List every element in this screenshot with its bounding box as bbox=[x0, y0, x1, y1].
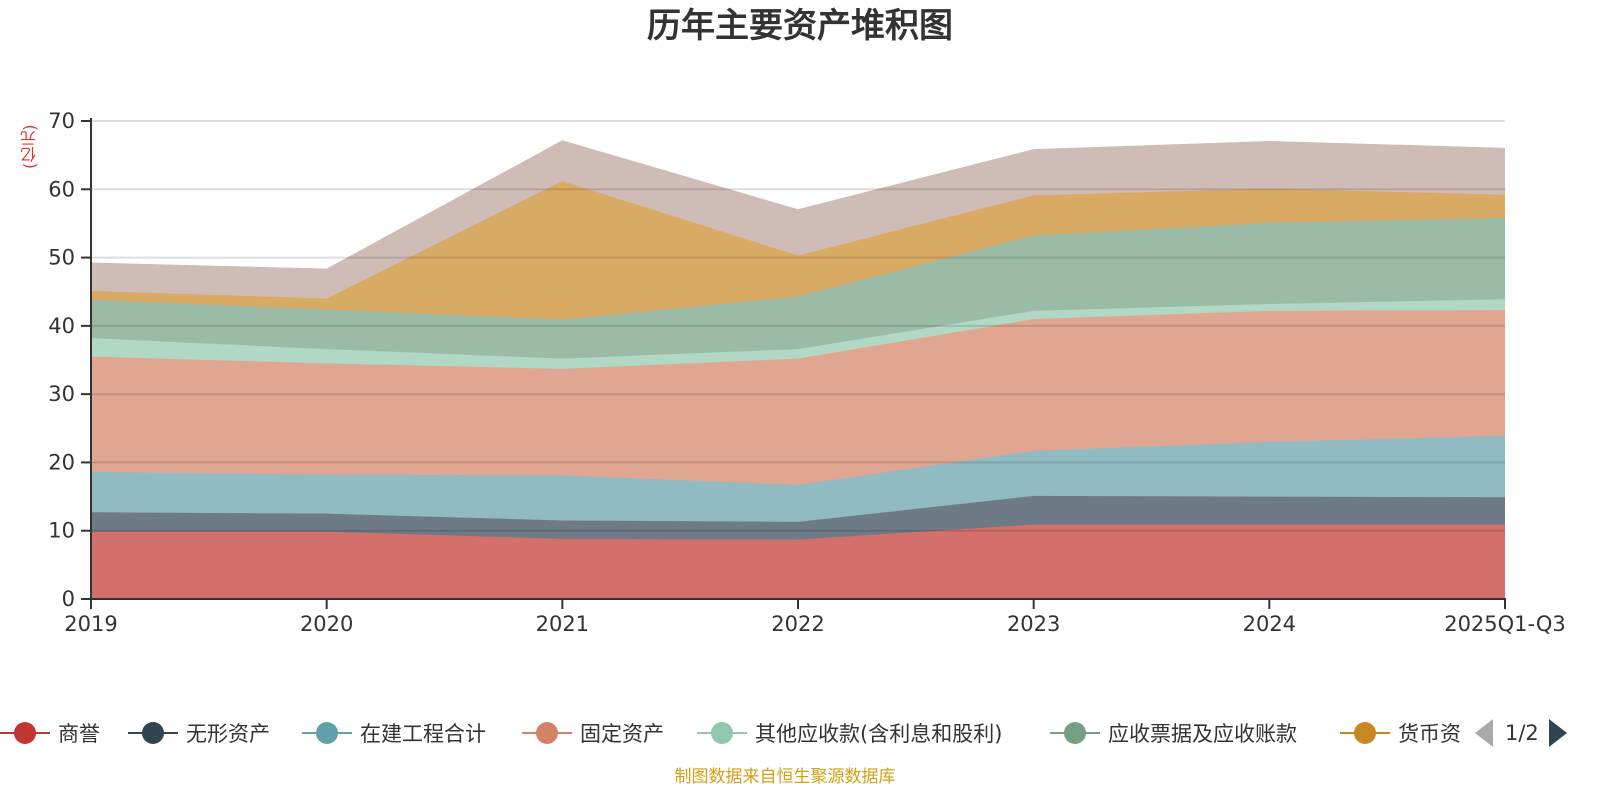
legend-item[interactable]: 其他应收款(含利息和股利) bbox=[697, 715, 1002, 751]
legend-label: 固定资产 bbox=[580, 722, 664, 746]
y-tick-label: 20 bbox=[48, 450, 75, 474]
x-tick-label: 2025Q1-Q3 bbox=[1444, 612, 1566, 636]
legend-item[interactable]: 在建工程合计 bbox=[302, 715, 486, 751]
area-series-0 bbox=[91, 524, 1505, 599]
y-tick-label: 50 bbox=[48, 246, 75, 270]
y-tick-label: 60 bbox=[48, 177, 75, 201]
legend-page-indicator: 1/2 bbox=[1505, 721, 1539, 745]
x-tick-label: 2022 bbox=[771, 612, 824, 636]
area-line-series-6 bbox=[90, 180, 1506, 300]
area-line-series-7 bbox=[90, 140, 1506, 270]
x-tick-label: 2020 bbox=[300, 612, 353, 636]
stacked-area-chart: 0 10 20 30 40 50 60 70 2019 2020 2021 2022 2023 2024 2… bbox=[48, 109, 1566, 636]
legend-marker-icon bbox=[1340, 721, 1390, 745]
y-tick-label: 40 bbox=[48, 314, 75, 338]
legend-item[interactable]: 应收票据及应收账款 bbox=[1050, 715, 1297, 751]
legend-next-page-icon[interactable] bbox=[1548, 719, 1567, 747]
legend-label: 在建工程合计 bbox=[360, 722, 486, 746]
legend-marker-icon bbox=[302, 721, 352, 745]
gridlines bbox=[91, 120, 1505, 532]
x-tick-label: 2023 bbox=[1007, 612, 1060, 636]
legend-label: 应收票据及应收账款 bbox=[1108, 722, 1297, 746]
areas-layer bbox=[90, 140, 1506, 599]
legend-marker-icon bbox=[1050, 721, 1100, 745]
legend-label: 其他应收款(含利息和股利) bbox=[755, 722, 1003, 746]
y-tick-label: 0 bbox=[62, 587, 75, 611]
area-series-2 bbox=[91, 435, 1505, 522]
legend-prev-page-icon[interactable] bbox=[1475, 719, 1493, 747]
area-series-4 bbox=[91, 299, 1505, 369]
y-tick-label: 30 bbox=[48, 382, 75, 406]
axes: 0 10 20 30 40 50 60 70 2019 2020 2021 2022 2023 2024 2… bbox=[48, 109, 1566, 636]
y-tick-label: 70 bbox=[48, 109, 75, 133]
area-series-7 bbox=[91, 140, 1505, 299]
legend-item[interactable]: 货币资 bbox=[1340, 715, 1461, 751]
legend-item[interactable]: 固定资产 bbox=[522, 715, 664, 751]
legend-item[interactable]: 无形资产 bbox=[128, 715, 270, 751]
area-series-6 bbox=[91, 181, 1505, 320]
legend-item[interactable]: 商誉 bbox=[0, 715, 100, 751]
x-tick-label: 2024 bbox=[1243, 612, 1296, 636]
x-tick-label: 2019 bbox=[64, 612, 117, 636]
area-series-3 bbox=[91, 310, 1505, 485]
legend-marker-icon bbox=[522, 721, 572, 745]
legend-label: 商誉 bbox=[58, 722, 100, 746]
legend-label: 货币资 bbox=[1398, 722, 1461, 746]
area-series-1 bbox=[91, 495, 1505, 540]
legend: 商誉 无形资产 在建工程合计 固定资产 其他应收款(含利息和股利) 应收票据及应收账款 货币… bbox=[0, 715, 1600, 751]
area-series-5 bbox=[91, 217, 1505, 359]
legend-marker-icon bbox=[128, 721, 178, 745]
chart-title: 历年主要资产堆积图 bbox=[647, 6, 953, 46]
legend-marker-icon bbox=[0, 721, 50, 745]
x-tick-label: 2021 bbox=[536, 612, 589, 636]
y-tick-label: 10 bbox=[48, 519, 75, 543]
legend-label: 无形资产 bbox=[186, 722, 270, 746]
legend-pager: 1/2 bbox=[1470, 715, 1600, 751]
legend-marker-icon bbox=[697, 721, 747, 745]
data-source-note: 制图数据来自恒生聚源数据库 bbox=[674, 767, 896, 787]
